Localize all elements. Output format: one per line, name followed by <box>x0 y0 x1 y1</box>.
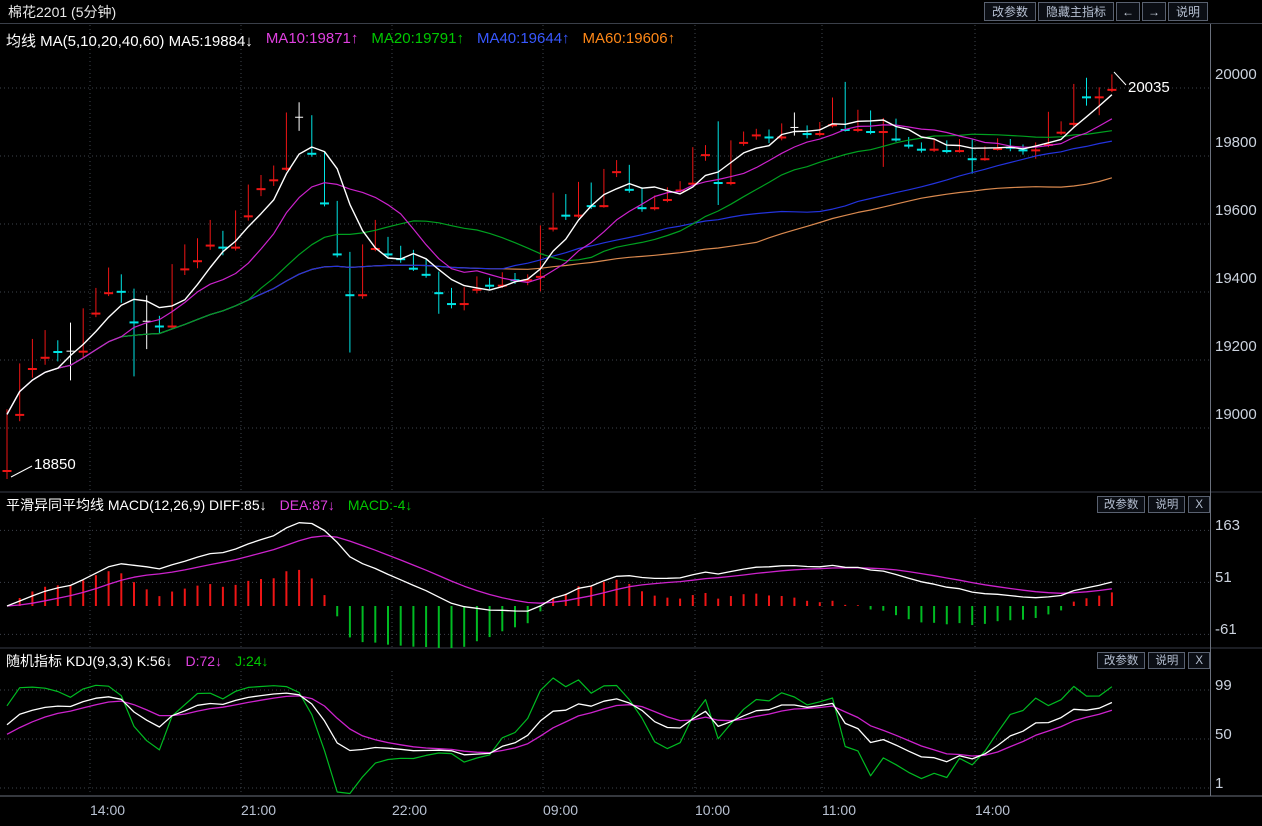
kdj-axis-label: 50 <box>1215 726 1232 743</box>
macd-close-button[interactable]: X <box>1188 496 1210 513</box>
hide-main-indicator-button[interactable]: 隐藏主指标 <box>1037 2 1114 21</box>
time-axis-label: 10:00 <box>695 802 731 818</box>
titlebar: 棉花2201 (5分钟) 改参数 隐藏主指标 ← → 说明 <box>0 0 1262 24</box>
kdj-legend-item: J:24↓ <box>235 652 269 669</box>
kdj-axis-label: 1 <box>1215 775 1224 792</box>
help-button[interactable]: 说明 <box>1167 2 1208 21</box>
price-axis-label: 19800 <box>1215 134 1257 151</box>
kdj-panel-header: 随机指标 KDJ(9,3,3) K:56↓ D:72↓ J:24↓ 改参数 说明… <box>6 651 1210 670</box>
macd-legend-item: MACD:-4↓ <box>347 496 413 513</box>
macd-legend-item: 平滑异同平均线 MACD(12,26,9) DIFF:85↓ <box>6 496 267 513</box>
macd-legend-item: DEA:87↓ <box>279 496 335 513</box>
last-price-tag: 20035 <box>1128 79 1170 96</box>
price-axis-label: 19600 <box>1215 202 1257 219</box>
macd-axis-label: 163 <box>1215 517 1241 535</box>
macd-axis-label: 51 <box>1215 569 1232 587</box>
time-axis-label: 22:00 <box>392 802 428 818</box>
kdj-legend-item: D:72↓ <box>185 652 223 669</box>
price-axis-label: 19400 <box>1215 270 1257 287</box>
next-arrow-button[interactable]: → <box>1141 2 1166 21</box>
macd-panel-buttons: 改参数 说明 X <box>1096 496 1210 513</box>
kdj-legend-item: 随机指标 KDJ(9,3,3) K:56↓ <box>6 652 173 669</box>
kdj-change-params-button[interactable]: 改参数 <box>1096 652 1146 669</box>
kdj-close-button[interactable]: X <box>1188 652 1210 669</box>
kdj-panel <box>6 677 1113 795</box>
price-axis-label: 20000 <box>1215 66 1257 83</box>
macd-panel-header: 平滑异同平均线 MACD(12,26,9) DIFF:85↓ DEA:87↓ M… <box>6 495 1210 514</box>
change-params-button[interactable]: 改参数 <box>983 2 1036 21</box>
gridlines-layer <box>0 0 1262 797</box>
kdj-panel-buttons: 改参数 说明 X <box>1096 652 1210 669</box>
macd-axis-label: -61 <box>1215 621 1237 639</box>
candles-layer <box>2 74 1117 479</box>
titlebar-buttons: 改参数 隐藏主指标 ← → 说明 <box>983 2 1262 21</box>
time-axis-label: 14:00 <box>90 802 126 818</box>
macd-panel <box>6 522 1113 648</box>
session-low-tag: 18850 <box>34 456 76 473</box>
time-axis-label: 09:00 <box>543 802 579 818</box>
price-axis-label: 19000 <box>1215 406 1257 423</box>
macd-help-button[interactable]: 说明 <box>1148 496 1186 513</box>
kdj-help-button[interactable]: 说明 <box>1148 652 1186 669</box>
price-axis-label: 19200 <box>1215 338 1257 355</box>
window-title: 棉花2201 (5分钟) <box>8 3 117 20</box>
main-price-panel <box>2 71 1127 479</box>
kdj-axis-label: 99 <box>1215 677 1232 694</box>
time-axis-label: 21:00 <box>241 802 277 818</box>
time-axis-label: 11:00 <box>822 802 856 818</box>
prev-arrow-button[interactable]: ← <box>1115 2 1140 21</box>
ma-lines-layer <box>6 94 1113 415</box>
time-axis-label: 14:00 <box>975 802 1011 818</box>
macd-change-params-button[interactable]: 改参数 <box>1096 496 1146 513</box>
